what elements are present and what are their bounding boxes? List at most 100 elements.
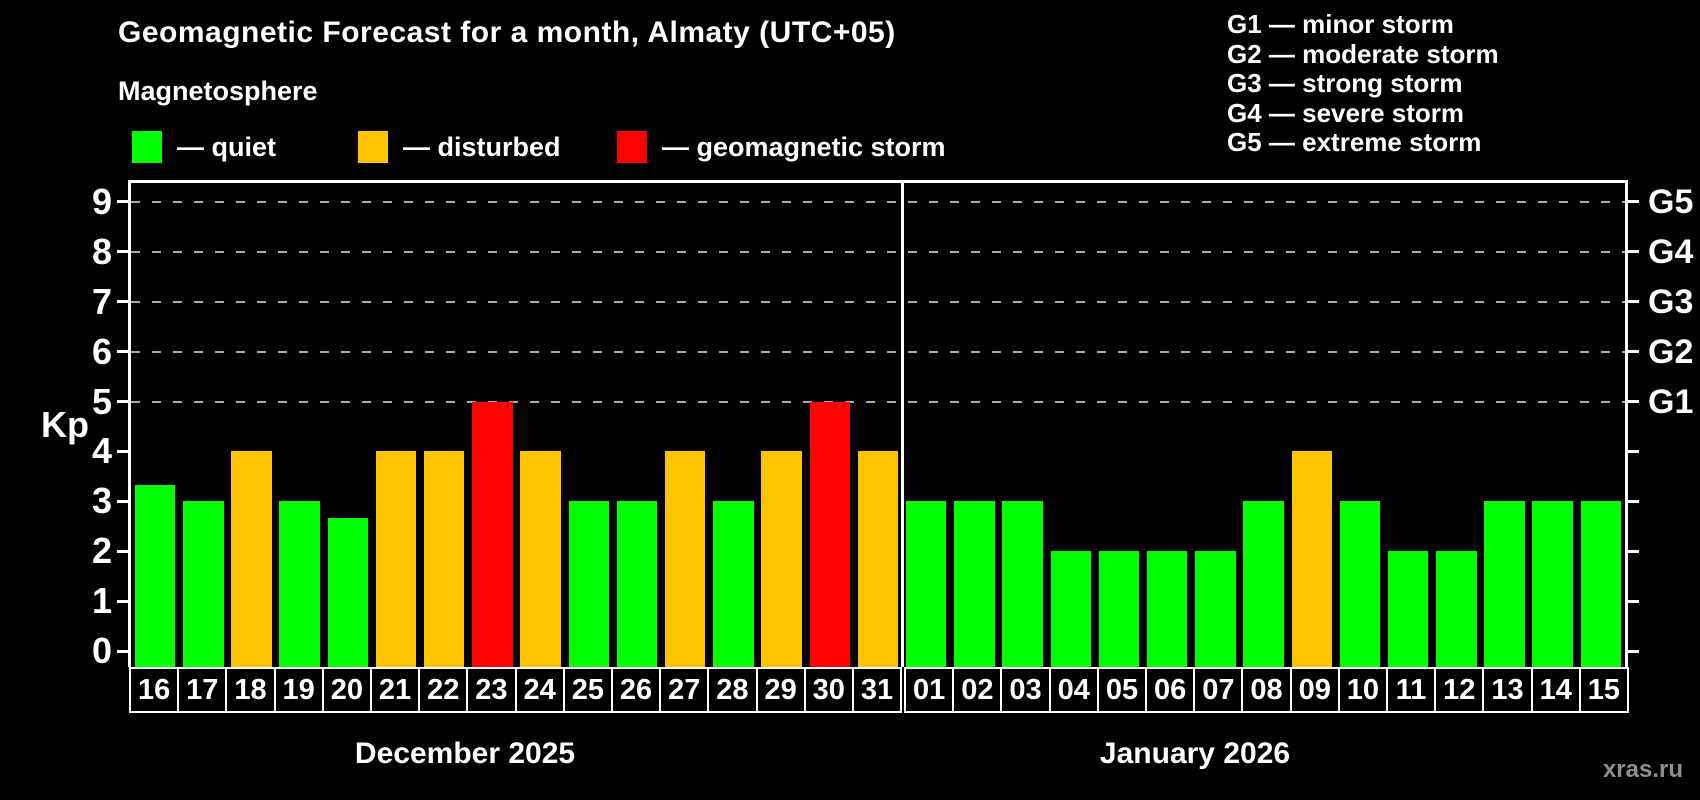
y-tick-label-9: 9 bbox=[91, 180, 112, 222]
kp-bar-day-13 bbox=[1484, 501, 1525, 667]
kp-bar-day-08 bbox=[1243, 501, 1284, 667]
gridline-kp7 bbox=[131, 300, 1625, 303]
day-cell-16: 16 bbox=[129, 667, 180, 713]
y-tick-left-9 bbox=[117, 200, 128, 204]
kp-bar-day-03 bbox=[1002, 501, 1043, 667]
y-tick-left-2 bbox=[117, 549, 128, 553]
kp-bar-day-02 bbox=[954, 501, 995, 667]
day-cell-05: 05 bbox=[1096, 667, 1148, 713]
y-tick-label-2: 2 bbox=[91, 530, 112, 572]
y-tick-left-4 bbox=[117, 449, 128, 453]
y-tick-right-5 bbox=[1628, 400, 1639, 404]
month-label-december: December 2025 bbox=[354, 737, 576, 770]
plot-area bbox=[131, 183, 1625, 667]
y-tick-left-8 bbox=[117, 250, 128, 254]
y-axis-label-kp: Kp bbox=[41, 404, 89, 445]
legend-label-disturbed: — disturbed bbox=[403, 131, 561, 162]
y-tick-right-9 bbox=[1628, 200, 1639, 204]
kp-bar-day-17 bbox=[183, 501, 224, 667]
gridline-kp5 bbox=[131, 400, 1625, 403]
kp-bar-day-18 bbox=[231, 451, 272, 667]
kp-bar-day-06 bbox=[1146, 551, 1188, 667]
gridline-kp8 bbox=[131, 250, 1625, 253]
day-cell-27: 27 bbox=[659, 667, 710, 713]
kp-bar-day-31 bbox=[857, 451, 899, 667]
day-cell-31: 31 bbox=[851, 667, 903, 713]
y-tick-right-6 bbox=[1628, 350, 1639, 354]
legend-label-storm: — geomagnetic storm bbox=[662, 131, 946, 162]
g4-legend-line: G4 — severe storm bbox=[1227, 97, 1465, 128]
y-tick-label-1: 1 bbox=[91, 580, 112, 622]
y-tick-left-7 bbox=[117, 300, 128, 304]
y-tick-right-7 bbox=[1628, 300, 1639, 304]
g-scale-legend: G1 — minor storm G2 — moderate storm G3 … bbox=[1227, 9, 1499, 158]
g-level-label-g2: G2 bbox=[1648, 332, 1694, 371]
disturbed-color-swatch bbox=[358, 131, 388, 163]
kp-bar-day-20 bbox=[327, 517, 369, 667]
month-label-january: January 2026 bbox=[1099, 737, 1291, 770]
kp-bar-day-23 bbox=[472, 401, 513, 667]
day-cell-21: 21 bbox=[369, 667, 421, 713]
y-tick-left-6 bbox=[117, 350, 128, 354]
g3-legend-line: G3 — strong storm bbox=[1227, 68, 1463, 99]
day-cell-24: 24 bbox=[514, 667, 565, 713]
day-cell-02: 02 bbox=[952, 667, 1003, 713]
legend-item-disturbed: — disturbed bbox=[358, 131, 561, 163]
kp-bar-day-01 bbox=[905, 501, 947, 667]
gridline-kp9 bbox=[131, 200, 1625, 203]
legend-item-quiet: — quiet bbox=[132, 131, 276, 163]
day-cell-29: 29 bbox=[755, 667, 806, 713]
g-level-label-g3: G3 bbox=[1648, 282, 1694, 321]
day-cell-11: 11 bbox=[1386, 667, 1437, 713]
watermark-xras: xras.ru bbox=[1602, 756, 1683, 783]
day-cell-12: 12 bbox=[1434, 667, 1485, 713]
y-tick-right-0 bbox=[1628, 649, 1639, 653]
storm-color-swatch bbox=[617, 131, 647, 163]
kp-bar-day-07 bbox=[1195, 551, 1236, 667]
day-cell-18: 18 bbox=[225, 667, 276, 713]
kp-bar-day-19 bbox=[279, 501, 320, 667]
kp-bar-day-12 bbox=[1436, 551, 1477, 667]
axis-top bbox=[128, 180, 1628, 183]
day-cell-20: 20 bbox=[321, 667, 372, 713]
kp-bar-day-22 bbox=[424, 451, 465, 667]
kp-bar-day-05 bbox=[1098, 551, 1140, 667]
day-cell-17: 17 bbox=[177, 667, 228, 713]
y-tick-left-5 bbox=[117, 400, 128, 404]
y-tick-right-4 bbox=[1628, 449, 1639, 453]
kp-bar-day-11 bbox=[1387, 551, 1429, 667]
kp-bar-day-16 bbox=[134, 484, 176, 667]
day-cell-07: 07 bbox=[1193, 667, 1244, 713]
kp-bar-day-28 bbox=[713, 501, 754, 667]
day-cell-23: 23 bbox=[466, 667, 517, 713]
y-tick-label-6: 6 bbox=[91, 330, 112, 372]
legend-item-storm: — geomagnetic storm bbox=[617, 131, 946, 163]
y-tick-label-4: 4 bbox=[91, 430, 112, 472]
y-tick-label-7: 7 bbox=[91, 280, 112, 322]
day-cell-09: 09 bbox=[1289, 667, 1340, 713]
kp-bar-day-29 bbox=[761, 451, 802, 667]
gridline-kp6 bbox=[131, 350, 1625, 353]
day-cell-01: 01 bbox=[904, 667, 955, 713]
chart-title: Geomagnetic Forecast for a month, Almaty… bbox=[118, 16, 896, 49]
y-tick-left-0 bbox=[117, 649, 128, 653]
kp-bar-day-30 bbox=[809, 401, 851, 667]
day-cell-06: 06 bbox=[1145, 667, 1196, 713]
y-tick-right-8 bbox=[1628, 250, 1639, 254]
day-cell-08: 08 bbox=[1241, 667, 1292, 713]
kp-bar-day-10 bbox=[1339, 501, 1381, 667]
kp-bar-day-25 bbox=[568, 501, 610, 667]
y-tick-right-2 bbox=[1628, 549, 1639, 553]
legend-label-quiet: — quiet bbox=[177, 131, 276, 162]
day-cell-15: 15 bbox=[1578, 667, 1629, 713]
kp-bar-day-26 bbox=[616, 501, 658, 667]
y-tick-label-3: 3 bbox=[91, 480, 112, 522]
y-tick-label-5: 5 bbox=[91, 380, 112, 422]
magnetosphere-subtitle: Magnetosphere bbox=[118, 76, 318, 106]
day-cell-03: 03 bbox=[1000, 667, 1051, 713]
y-tick-right-1 bbox=[1628, 599, 1639, 603]
y-tick-left-1 bbox=[117, 599, 128, 603]
y-tick-label-0: 0 bbox=[91, 630, 112, 672]
day-cell-14: 14 bbox=[1530, 667, 1581, 713]
